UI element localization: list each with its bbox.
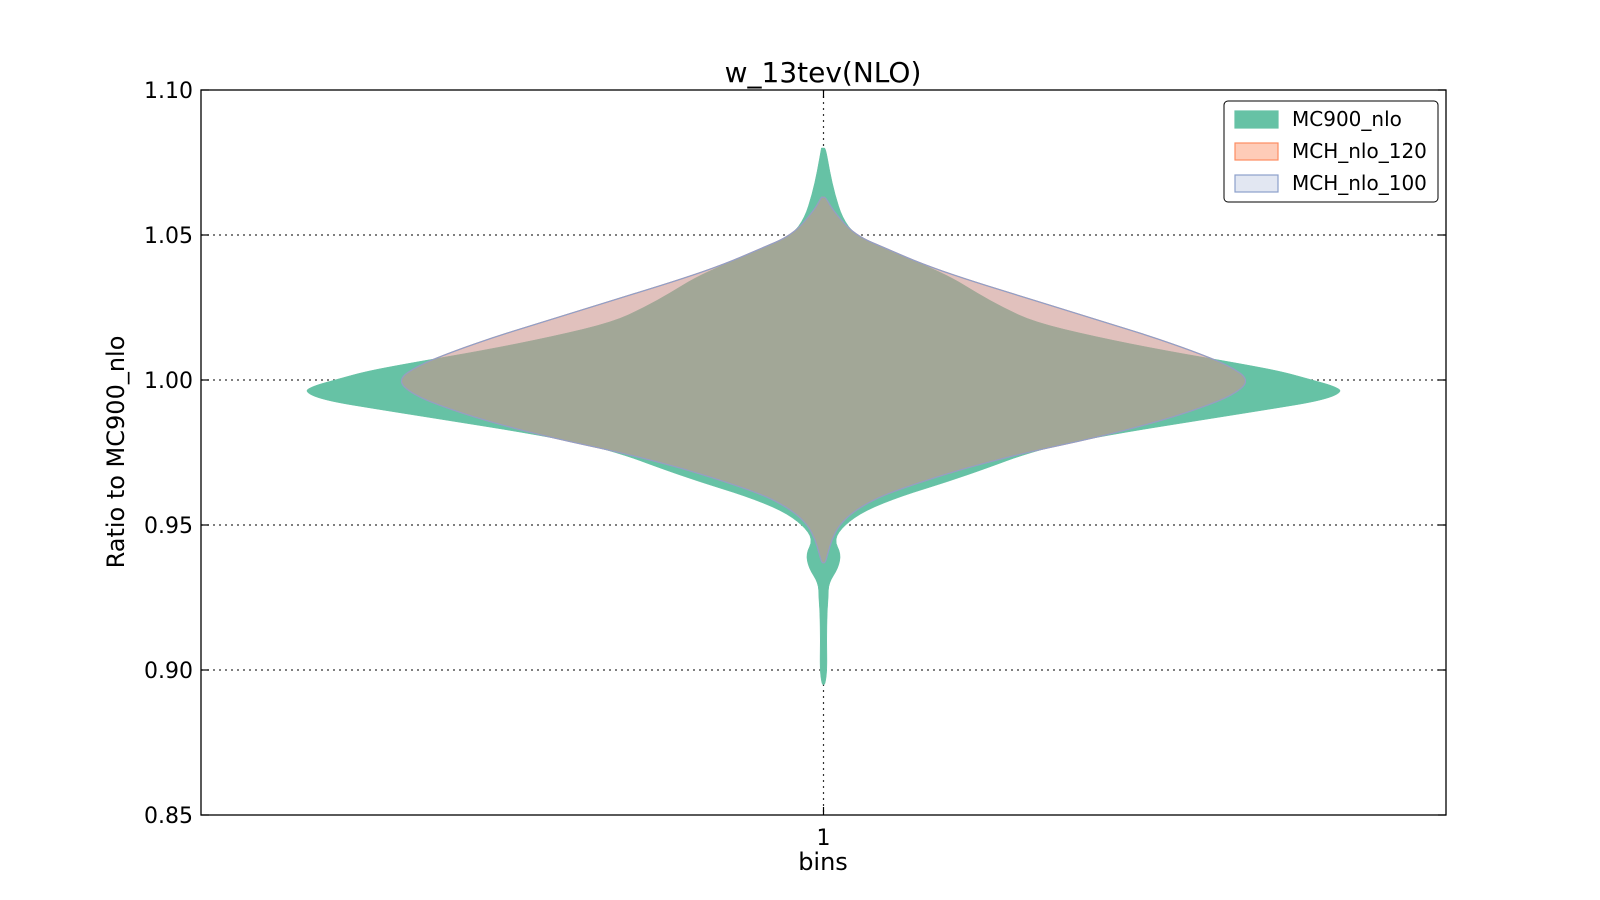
x-tick-label: 1 (817, 826, 831, 851)
x-axis-ticks: 1 (817, 90, 831, 851)
legend-label: MCH_nlo_100 (1292, 171, 1427, 195)
legend-label: MCH_nlo_120 (1292, 139, 1427, 163)
y-axis-label: Ratio to MC900_nlo (102, 336, 130, 569)
legend-label: MC900_nlo (1292, 107, 1402, 131)
violin-mc900-nlo (306, 147, 1341, 685)
legend-item: MC900_nlo (1234, 107, 1402, 131)
legend-item: MCH_nlo_100 (1234, 171, 1427, 195)
y-tick-label: 1.05 (144, 224, 193, 249)
violins (306, 147, 1341, 685)
legend-item: MCH_nlo_120 (1234, 139, 1427, 163)
y-tick-label: 1.10 (144, 79, 193, 104)
y-tick-label: 0.95 (144, 514, 193, 539)
legend-swatch (1234, 142, 1279, 161)
y-axis-ticks: 0.85 0.90 0.95 1.00 1.05 1.10 (144, 79, 1446, 829)
violin-mch-nlo-100 (401, 196, 1246, 564)
legend-swatch (1234, 174, 1279, 193)
legend-swatch (1234, 110, 1279, 129)
chart-title: w_13tev(NLO) (725, 56, 922, 89)
y-tick-label: 0.85 (144, 804, 193, 829)
x-axis-label: bins (798, 848, 848, 876)
y-tick-label: 0.90 (144, 659, 193, 684)
y-tick-label: 1.00 (144, 369, 193, 394)
legend: MC900_nlo MCH_nlo_120 MCH_nlo_100 (1223, 100, 1439, 203)
